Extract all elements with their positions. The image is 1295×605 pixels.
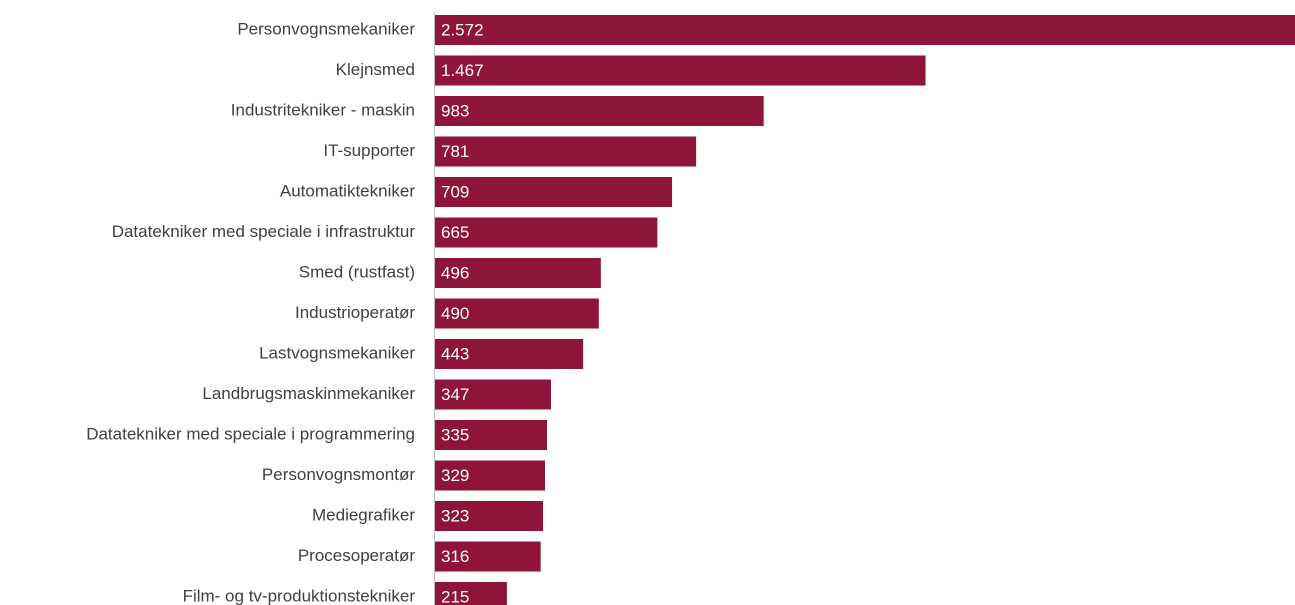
bar [435,96,764,126]
bar [435,136,697,167]
data-label: 347 [441,385,469,404]
category-label: Industrioperatør [295,303,415,322]
category-label: Smed (rustfast) [299,262,415,281]
category-label: Film- og tv-produktionstekniker [183,586,416,605]
data-label: 983 [441,101,469,120]
data-label: 665 [441,223,469,242]
bar [435,339,584,369]
bar [435,258,601,288]
bar [435,420,548,450]
data-label: 490 [441,304,469,323]
bar [435,379,552,410]
category-label: Datatekniker med speciale i infrastruktu… [112,222,416,241]
category-label: Automatiktekniker [280,181,415,200]
category-label: Industritekniker - maskin [231,100,415,119]
category-label: Personvognsmontør [262,465,415,484]
category-label: Landbrugsmaskinmekaniker [202,384,415,403]
bar [435,177,673,207]
data-label: 496 [441,263,469,282]
data-label: 335 [441,425,469,444]
bars-group [435,15,1295,605]
value-labels-group: 2.572 1.467 983 781 709 665 496 490 443 347 335 329… [441,20,484,605]
category-label: Lastvognsmekaniker [259,343,415,362]
category-label: IT-supporter [323,141,415,160]
bar [435,55,926,86]
category-label: Mediegrafiker [312,505,415,524]
data-label: 443 [441,344,469,363]
category-label: Datatekniker med speciale i programmerin… [86,424,415,443]
bar [435,541,541,572]
category-label: Procesoperatør [298,546,415,565]
data-label: 709 [441,182,469,201]
bar [435,217,658,248]
category-labels-group: Personvognsmekaniker Klejnsmed Industritek… [86,19,415,605]
bar [435,298,599,329]
category-label: Personvognsmekaniker [237,19,415,38]
data-label: 323 [441,506,469,525]
category-label: Klejnsmed [336,60,415,79]
bar [435,582,507,605]
data-label: 329 [441,466,469,485]
bar [435,15,1295,45]
bar [435,501,544,531]
data-label: 1.467 [441,61,484,80]
data-label: 316 [441,547,469,566]
data-label: 215 [441,587,469,605]
bar [435,460,546,491]
data-label: 781 [441,142,469,161]
data-label: 2.572 [441,20,484,39]
